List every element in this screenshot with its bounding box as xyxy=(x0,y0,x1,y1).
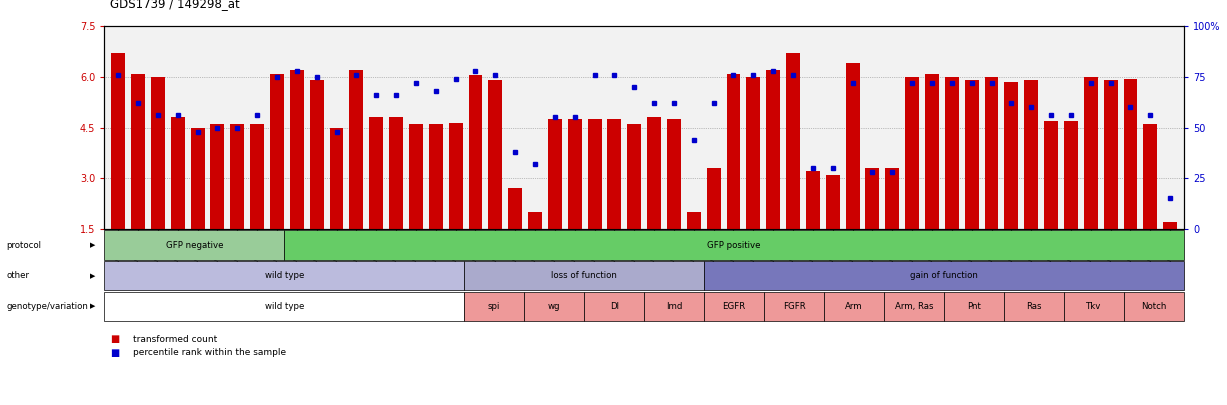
Bar xyxy=(845,64,860,229)
Bar xyxy=(667,119,681,229)
Bar xyxy=(964,80,979,229)
Bar xyxy=(548,119,562,229)
Bar xyxy=(925,74,939,229)
Bar xyxy=(588,119,601,229)
Text: wg: wg xyxy=(548,302,561,311)
Bar xyxy=(1044,121,1058,229)
Bar xyxy=(886,168,899,229)
Bar xyxy=(984,77,999,229)
Bar xyxy=(488,80,502,229)
Text: ▶: ▶ xyxy=(90,273,94,279)
Bar xyxy=(449,122,463,229)
Text: Dl: Dl xyxy=(610,302,618,311)
Bar xyxy=(190,128,205,229)
Bar xyxy=(389,117,402,229)
Bar xyxy=(469,75,482,229)
Text: Ras: Ras xyxy=(1026,302,1042,311)
Bar xyxy=(746,77,761,229)
Bar xyxy=(171,117,185,229)
Text: other: other xyxy=(6,271,29,280)
Bar xyxy=(627,124,642,229)
Bar xyxy=(330,128,344,229)
Text: EGFR: EGFR xyxy=(723,302,746,311)
Bar xyxy=(1064,121,1077,229)
Bar xyxy=(508,188,523,229)
Bar xyxy=(1144,124,1157,229)
Bar xyxy=(309,80,324,229)
Bar xyxy=(151,77,164,229)
Text: genotype/variation: genotype/variation xyxy=(6,302,88,311)
Bar xyxy=(865,168,880,229)
Text: ■: ■ xyxy=(110,348,120,358)
Text: Notch: Notch xyxy=(1141,302,1167,311)
Bar xyxy=(112,53,125,229)
Bar xyxy=(231,124,244,229)
Bar xyxy=(787,53,800,229)
Text: GDS1739 / 149298_at: GDS1739 / 149298_at xyxy=(110,0,240,10)
Bar xyxy=(290,70,304,229)
Bar xyxy=(607,119,621,229)
Text: transformed count: transformed count xyxy=(133,335,217,344)
Bar xyxy=(945,77,958,229)
Bar xyxy=(707,168,720,229)
Bar xyxy=(806,171,820,229)
Text: Imd: Imd xyxy=(666,302,682,311)
Bar xyxy=(131,74,145,229)
Bar xyxy=(428,124,443,229)
Bar xyxy=(1103,80,1118,229)
Bar xyxy=(647,117,661,229)
Text: wild type: wild type xyxy=(265,302,304,311)
Bar xyxy=(1163,222,1177,229)
Text: percentile rank within the sample: percentile rank within the sample xyxy=(133,348,286,357)
Text: GFP negative: GFP negative xyxy=(166,241,223,249)
Text: ▶: ▶ xyxy=(90,304,94,309)
Bar xyxy=(1124,79,1137,229)
Bar xyxy=(528,212,542,229)
Bar xyxy=(409,124,423,229)
Text: ▶: ▶ xyxy=(90,242,94,248)
Bar xyxy=(1025,80,1038,229)
Text: ■: ■ xyxy=(110,335,120,344)
Bar xyxy=(826,175,839,229)
Bar xyxy=(568,119,582,229)
Bar xyxy=(270,74,283,229)
Bar xyxy=(211,124,225,229)
Bar xyxy=(1005,82,1018,229)
Text: protocol: protocol xyxy=(6,241,42,249)
Bar xyxy=(1083,77,1098,229)
Bar xyxy=(369,117,383,229)
Bar xyxy=(250,124,264,229)
Bar xyxy=(766,70,780,229)
Text: spi: spi xyxy=(488,302,501,311)
Bar xyxy=(726,74,740,229)
Text: Arm: Arm xyxy=(845,302,863,311)
Text: wild type: wild type xyxy=(265,271,304,280)
Text: gain of function: gain of function xyxy=(910,271,978,280)
Text: Pnt: Pnt xyxy=(967,302,982,311)
Text: FGFR: FGFR xyxy=(783,302,805,311)
Text: GFP positive: GFP positive xyxy=(708,241,761,249)
Text: loss of function: loss of function xyxy=(551,271,617,280)
Bar xyxy=(906,77,919,229)
Text: Arm, Ras: Arm, Ras xyxy=(894,302,934,311)
Bar xyxy=(687,212,701,229)
Text: Tkv: Tkv xyxy=(1086,302,1102,311)
Bar xyxy=(350,70,363,229)
